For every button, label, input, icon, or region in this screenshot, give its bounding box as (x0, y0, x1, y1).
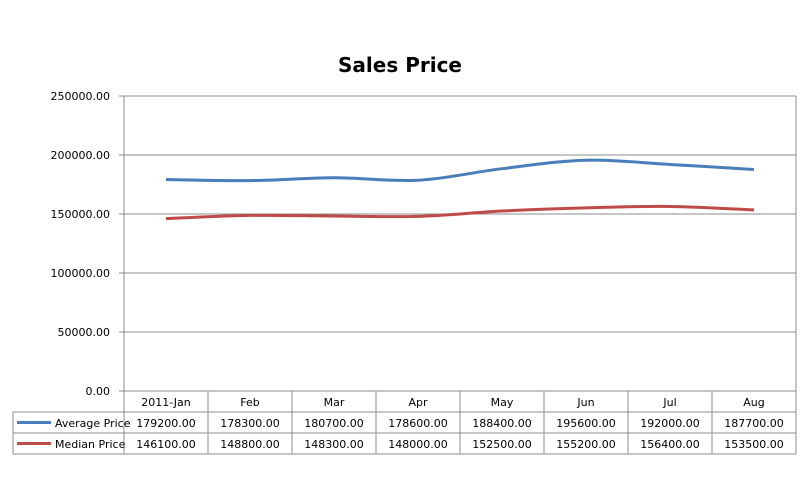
data-table: 2011-Jan Feb Mar Apr May Jun Jul Aug Average Pri… (12, 96, 797, 455)
table-cell: 178600.00 (388, 417, 448, 430)
table-cell: 187700.00 (724, 417, 784, 430)
series-line (165, 158, 755, 183)
table-cell: 180700.00 (304, 417, 364, 430)
chart-title: Sales Price (338, 53, 462, 77)
y-axis: 0.00 50000.00 100000.00 150000.00 200000.00 2… (51, 90, 125, 454)
table-cell: 156400.00 (640, 438, 700, 451)
x-category-label: Jul (662, 396, 676, 409)
y-tick-label: 0.00 (86, 385, 111, 398)
x-category-label: Mar (324, 396, 345, 409)
table-cell: 178300.00 (220, 417, 280, 430)
y-tick-label: 150000.00 (51, 208, 111, 221)
y-tick-label: 50000.00 (58, 326, 111, 339)
x-category-label: Jun (576, 396, 594, 409)
table-cell: 195600.00 (556, 417, 616, 430)
y-tick-label: 100000.00 (51, 267, 111, 280)
legend-label: Median Price (55, 438, 126, 451)
table-cell: 179200.00 (136, 417, 196, 430)
table-cell: 192000.00 (640, 417, 700, 430)
y-tick-label: 250000.00 (51, 90, 111, 103)
table-cell: 148300.00 (304, 438, 364, 451)
x-category-label: Aug (743, 396, 764, 409)
table-cell: 148000.00 (388, 438, 448, 451)
x-category-label: May (491, 396, 514, 409)
x-category-label: 2011-Jan (141, 396, 191, 409)
legend-label: Average Price (55, 417, 131, 430)
table-cell: 148800.00 (220, 438, 280, 451)
gridlines (124, 95, 796, 392)
x-category-label: Feb (240, 396, 259, 409)
series-line (165, 204, 755, 221)
table-cell: 152500.00 (472, 438, 532, 451)
table-cell: 188400.00 (472, 417, 532, 430)
table-cell: 155200.00 (556, 438, 616, 451)
y-tick-label: 200000.00 (51, 149, 111, 162)
x-category-label: Apr (408, 396, 428, 409)
table-cell: 146100.00 (136, 438, 196, 451)
series-lines (165, 158, 755, 221)
table-cell: 153500.00 (724, 438, 784, 451)
